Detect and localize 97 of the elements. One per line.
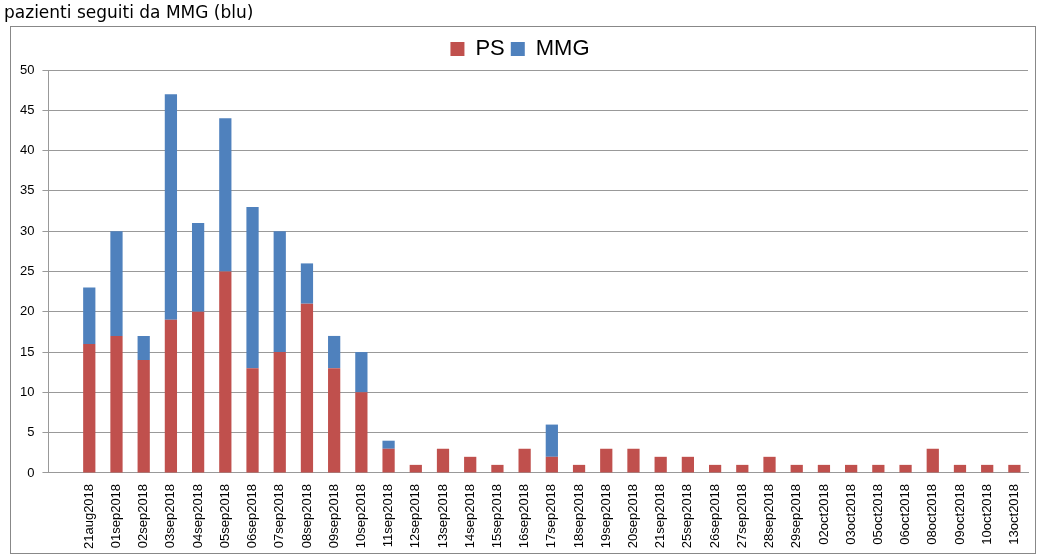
x-tick-label: 20sep2018: [625, 483, 641, 549]
bar: [736, 464, 749, 473]
y-tick-label: 0: [27, 464, 35, 480]
y-tick-label: 50: [19, 61, 35, 77]
x-tick-label: 02oct2018: [815, 483, 831, 545]
x-tick-label: 21aug2018: [80, 483, 96, 550]
x-tick-label: 04sep2018: [189, 483, 205, 549]
bar: [300, 303, 314, 473]
x-tick-label: 28sep2018: [761, 483, 777, 549]
bar: [300, 263, 314, 304]
bar: [191, 223, 205, 312]
bar: [219, 118, 232, 272]
bar: [545, 424, 558, 457]
bar: [654, 456, 667, 473]
x-tick-label: 14sep2018: [461, 483, 477, 549]
bar: [273, 352, 286, 473]
x-tick-label: 13sep2018: [434, 483, 450, 549]
bar: [83, 287, 96, 344]
bar: [382, 448, 395, 473]
bar: [191, 311, 205, 473]
x-tick-label: 03sep2018: [162, 483, 178, 549]
bar: [600, 448, 613, 473]
y-tick-label: 35: [19, 182, 35, 198]
x-tick-label: 07sep2018: [271, 483, 287, 549]
bar: [1008, 464, 1021, 473]
bar: [872, 464, 885, 473]
bar: [817, 464, 831, 473]
x-tick-label: 21sep2018: [652, 483, 668, 549]
bar: [110, 231, 123, 336]
x-tick-label: 16sep2018: [516, 483, 532, 549]
bar: [219, 271, 232, 473]
x-tick-label: 25sep2018: [679, 483, 695, 549]
bar: [137, 360, 150, 473]
bar: [83, 343, 96, 473]
x-tick-label: 26sep2018: [706, 483, 722, 549]
bar: [328, 368, 341, 473]
bar: [572, 464, 586, 473]
y-tick-label: 5: [27, 424, 35, 440]
x-tick-label: 08sep2018: [298, 483, 314, 549]
x-tick-label: 10sep2018: [352, 483, 368, 549]
y-tick-label: 25: [19, 263, 35, 279]
x-tick-label: 15sep2018: [488, 483, 504, 549]
x-tick-label: 06oct2018: [897, 483, 913, 545]
x-tick-label: 13oct2018: [1005, 483, 1021, 545]
x-tick-label: 03oct2018: [842, 483, 858, 545]
bar: [137, 335, 150, 361]
bar: [845, 464, 858, 473]
bar: [763, 456, 776, 473]
chart-title: pazienti seguiti da MMG (blu): [4, 2, 254, 22]
x-tick-label: 17sep2018: [543, 483, 559, 549]
x-tick-label: 08oct2018: [924, 483, 940, 545]
x-tick-label: 11sep2018: [380, 483, 396, 548]
x-tick-label: 05sep2018: [216, 483, 232, 549]
legend-label: PS: [475, 35, 505, 61]
x-tick-label: 02sep2018: [135, 483, 151, 549]
x-tick-label: 29sep2018: [788, 483, 804, 549]
x-tick-label: 10oct2018: [978, 483, 994, 545]
legend-label: MMG: [535, 35, 590, 61]
x-tick-label: 19sep2018: [597, 483, 613, 549]
bar: [708, 464, 722, 473]
bar: [328, 335, 341, 369]
bar: [246, 368, 259, 473]
bar: [164, 94, 178, 320]
x-tick-label: 05oct2018: [869, 483, 885, 545]
x-tick-label: 12sep2018: [407, 483, 423, 549]
bar: [545, 456, 558, 473]
y-tick-label: 20: [19, 303, 35, 319]
x-tick-label: 06sep2018: [244, 483, 260, 549]
bar: [110, 335, 123, 473]
bar: [491, 464, 504, 473]
x-tick-label: 09sep2018: [325, 483, 341, 549]
bar: [981, 464, 994, 473]
x-tick-label: 09oct2018: [951, 483, 967, 545]
y-tick-label: 30: [19, 222, 35, 238]
bar: [926, 448, 939, 473]
bar: [409, 464, 422, 473]
bar: [164, 319, 178, 473]
bar: [355, 392, 368, 473]
bar: [382, 440, 395, 449]
bar: [681, 456, 694, 473]
y-tick-label: 40: [19, 142, 35, 158]
bar: [953, 464, 967, 473]
y-tick-label: 15: [19, 343, 35, 359]
x-tick-label: 18sep2018: [570, 483, 586, 549]
x-tick-label: 01sep2018: [108, 483, 124, 549]
bar: [518, 448, 531, 473]
bar: [246, 207, 259, 369]
bar: [355, 352, 368, 393]
y-tick-label: 10: [19, 383, 35, 399]
bar: [790, 464, 803, 473]
bar: [436, 448, 450, 473]
bar: [627, 448, 640, 473]
y-tick-label: 45: [19, 101, 35, 117]
bar: [273, 231, 286, 353]
x-tick-label: 27sep2018: [733, 483, 749, 549]
bar: [464, 456, 477, 473]
bar: [899, 464, 912, 473]
